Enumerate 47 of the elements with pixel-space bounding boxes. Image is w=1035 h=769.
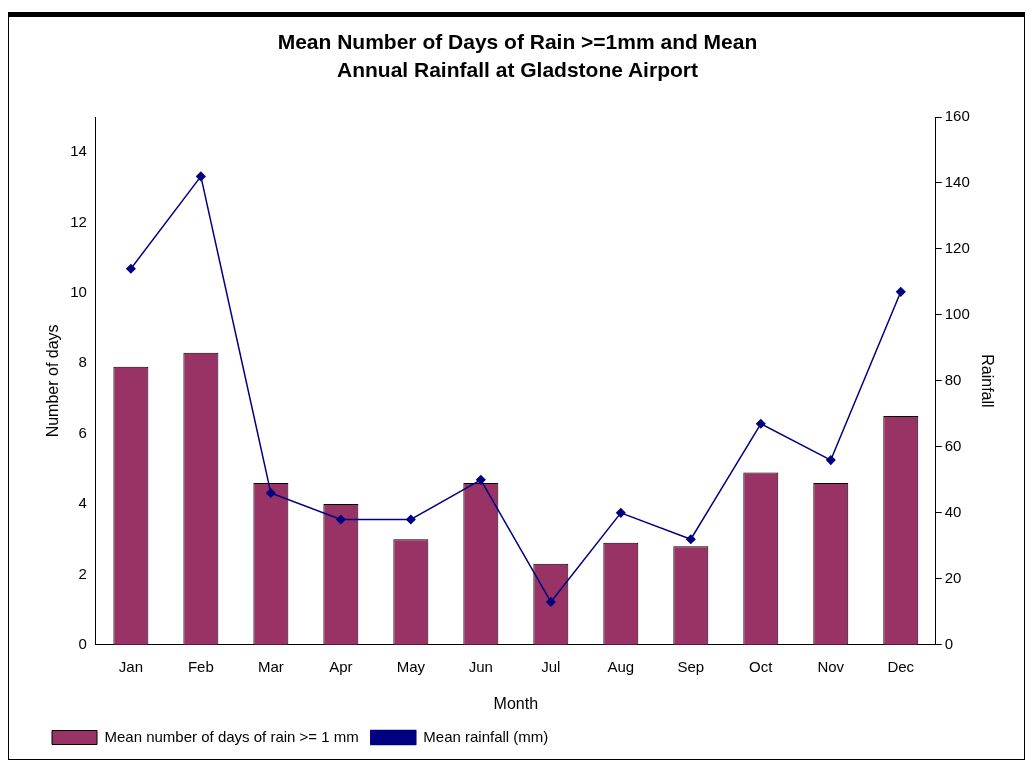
y2-axis-title: Rainfall <box>978 354 996 408</box>
x-tick-label: Aug <box>607 657 635 675</box>
point <box>546 597 556 607</box>
x-tick-label: May <box>396 657 426 675</box>
y-tick-label: 6 <box>78 423 87 441</box>
x-tick-label: Sep <box>677 657 705 675</box>
y2-tick-label: 120 <box>944 239 970 257</box>
y2-tick-label: 20 <box>944 568 962 586</box>
y2-tick-label: 0 <box>944 634 954 652</box>
y2-tick-label: 40 <box>944 502 962 520</box>
y2-tick-label: 80 <box>944 371 962 389</box>
y2-tick-label: 60 <box>944 437 962 455</box>
point <box>896 287 906 297</box>
x-tick-label: Dec <box>887 657 915 675</box>
point <box>826 455 836 465</box>
legend-label: Mean number of days of rain >= 1 mm <box>104 727 359 745</box>
point <box>126 263 136 274</box>
y-tick-label: 14 <box>70 142 87 160</box>
y2-tick-label: 140 <box>944 173 970 191</box>
y-tick-label: 8 <box>78 353 87 371</box>
point <box>616 508 626 518</box>
x-tick-label: Nov <box>817 657 845 675</box>
y2-tick-label: 160 <box>944 107 970 125</box>
x-tick-label: Jun <box>468 657 493 675</box>
y2-tick-label: 100 <box>944 305 970 323</box>
point <box>476 475 486 485</box>
point <box>756 419 766 429</box>
point <box>266 488 276 498</box>
y-tick-label: 2 <box>78 564 87 582</box>
x-axis-title: Month <box>493 694 539 712</box>
x-tick-label: Jan <box>118 657 143 675</box>
y-tick-label: 10 <box>70 283 87 301</box>
x-tick-label: Feb <box>187 657 214 675</box>
point <box>686 534 696 544</box>
x-tick-label: Jul <box>541 657 561 675</box>
point <box>196 171 206 182</box>
x-tick-label: Oct <box>749 657 774 675</box>
y-tick-label: 0 <box>78 634 87 652</box>
legend-label: Mean rainfall (mm) <box>423 727 549 745</box>
chart-title: Mean Number of Days of Rain >=1mm and Mean Annual Rainfall at Gladstone Airport <box>276 29 759 83</box>
point <box>406 514 416 525</box>
x-tick-label: Mar <box>257 657 284 675</box>
y-tick-label: 12 <box>70 212 87 230</box>
point <box>336 514 346 525</box>
y-axis-title: Number of days <box>44 324 62 438</box>
y-tick-label: 4 <box>78 494 87 512</box>
x-tick-label: Apr <box>329 657 353 675</box>
